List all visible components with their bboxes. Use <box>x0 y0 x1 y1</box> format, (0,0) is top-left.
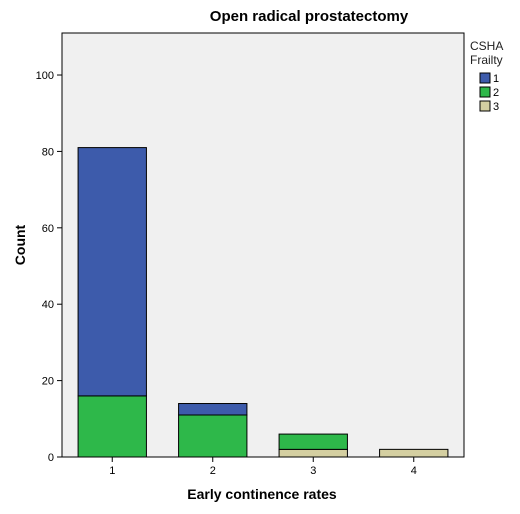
x-tick-label: 4 <box>411 465 417 477</box>
legend-label: 2 <box>493 87 499 99</box>
legend-title-line1: CSHA <box>470 39 503 53</box>
bar-segment-frailty-1 <box>178 403 248 416</box>
legend-swatch <box>479 86 491 98</box>
x-axis: 1 2 3 4 <box>109 457 417 477</box>
bar-segment-frailty-3 <box>278 448 348 458</box>
y-axis: 0 20 40 60 80 100 <box>36 70 62 464</box>
bars-group <box>77 147 449 458</box>
x-tick-label: 1 <box>109 465 115 477</box>
legend-items: 1 2 3 <box>479 72 499 113</box>
y-tick-label: 40 <box>42 299 54 311</box>
legend-title-line2: Frailty <box>470 53 503 67</box>
legend-label: 3 <box>493 101 499 113</box>
bar-segment-frailty-3 <box>379 448 449 458</box>
x-tick-label: 3 <box>310 465 316 477</box>
x-axis-title: Early continence rates <box>187 486 337 502</box>
bar-segment-frailty-2 <box>278 433 348 450</box>
bar-segment-frailty-2 <box>77 395 147 458</box>
legend-label: 1 <box>493 73 499 85</box>
legend-swatch <box>479 72 491 84</box>
legend-swatch <box>479 100 491 112</box>
bar-segment-frailty-1 <box>77 147 147 397</box>
y-tick-label: 60 <box>42 223 54 235</box>
y-tick-label: 20 <box>42 376 54 388</box>
x-tick-label: 2 <box>210 465 216 477</box>
chart-title: Open radical prostatectomy <box>210 8 409 25</box>
y-tick-label: 100 <box>36 70 54 82</box>
bar-segment-frailty-2 <box>178 414 248 458</box>
y-tick-label: 80 <box>42 146 54 158</box>
legend: CSHA Frailty 1 2 3 <box>470 39 503 113</box>
y-axis-title: Count <box>12 224 28 265</box>
y-tick-label: 0 <box>48 452 54 464</box>
